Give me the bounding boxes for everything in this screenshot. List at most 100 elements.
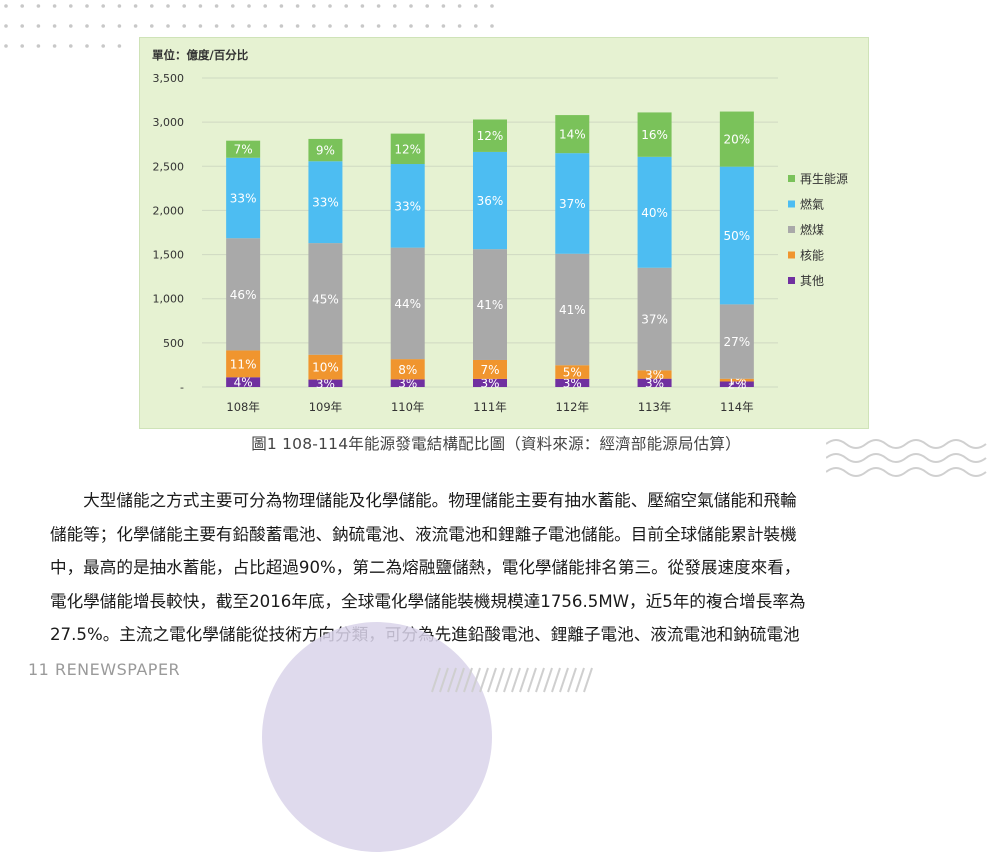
x-tick-label: 111年 — [473, 400, 506, 414]
decorative-dot — [263, 4, 268, 8]
decorative-dots — [4, 4, 494, 48]
legend-label: 燃氣 — [800, 197, 824, 212]
decorative-dot — [441, 24, 446, 28]
bar-segment — [390, 379, 425, 387]
decorative-dot — [85, 44, 89, 48]
decorative-dot — [231, 4, 235, 8]
decorative-dot — [150, 24, 154, 28]
decorative-dot — [101, 44, 105, 48]
bar-segment — [555, 365, 590, 379]
data-label: 8% — [398, 363, 417, 377]
decorative-dot — [279, 4, 284, 8]
data-label: 7% — [234, 143, 253, 157]
bar-segment — [473, 359, 507, 379]
decorative-dot — [425, 4, 430, 8]
x-tick-label: 113年 — [638, 400, 671, 414]
decorative-dot — [457, 4, 462, 8]
decorative-dot — [52, 24, 57, 28]
decorative-dot — [198, 4, 203, 8]
decorative-dot — [344, 24, 349, 28]
data-label: 3% — [480, 376, 499, 390]
bar-segment — [637, 267, 672, 371]
decorative-dot — [85, 24, 89, 28]
decorative-dot — [117, 24, 122, 28]
decorative-dot — [52, 44, 57, 48]
y-tick-label: 500 — [163, 337, 184, 350]
data-label: 33% — [230, 191, 257, 205]
bar-segment — [555, 115, 590, 154]
legend-swatch — [788, 200, 795, 208]
decorative-dot — [4, 4, 8, 8]
bar-segment — [226, 157, 261, 239]
bar-segment — [308, 161, 343, 244]
data-label: 12% — [477, 129, 504, 143]
data-label: 3% — [563, 376, 582, 390]
x-tick-label: 112年 — [556, 400, 589, 414]
decorative-dot — [166, 4, 170, 8]
bar-segment — [226, 238, 261, 351]
data-label: 20% — [724, 133, 751, 147]
data-label: 3% — [316, 377, 335, 391]
bar-segment — [308, 354, 343, 380]
data-label: 41% — [477, 298, 504, 312]
decorative-dot — [425, 24, 430, 28]
data-label: 12% — [394, 142, 421, 156]
decorative-dot — [376, 24, 381, 28]
decorative-dot — [101, 4, 105, 8]
page-footer: 11 RENEWSPAPER — [28, 660, 181, 679]
decorative-dot — [393, 4, 397, 8]
bar-segment — [390, 359, 425, 380]
decorative-circle — [262, 622, 492, 852]
figure-caption: 圖1 108-114年能源發電結構配比圖（資料來源：經濟部能源局估算） — [251, 435, 741, 453]
decorative-dot — [295, 24, 300, 28]
bar-segment — [719, 166, 754, 305]
y-tick-label: 2,500 — [153, 160, 185, 173]
decorative-dot — [117, 44, 122, 48]
decorative-dot — [20, 44, 25, 48]
chart-unit-label: 單位：億度/百分比 — [152, 48, 249, 62]
bar-segment — [390, 247, 425, 360]
body-line: 中，最高的是抽水蓄能，占比超過90%，第二為熔融鹽儲熱，電化學儲能排名第三。從發… — [50, 558, 801, 577]
data-label: 9% — [316, 144, 335, 158]
bar-segment — [308, 243, 343, 355]
data-label: 3% — [645, 368, 664, 382]
x-tick-label: 110年 — [391, 400, 424, 414]
bar-segment — [719, 111, 754, 167]
decorative-dot — [133, 24, 138, 28]
legend-label: 燃煤 — [800, 222, 824, 237]
decorative-dot — [133, 4, 138, 8]
data-label: 5% — [563, 366, 582, 380]
y-tick-label: 1,500 — [153, 249, 185, 262]
data-label: 10% — [312, 361, 339, 375]
decorative-dot — [182, 4, 186, 8]
decorative-dot — [457, 24, 462, 28]
decorative-dot — [376, 4, 381, 8]
y-tick-label: 3,500 — [153, 72, 185, 85]
decorative-dot — [117, 4, 122, 8]
energy-mix-chart: 單位：億度/百分比 - 500 1,000 1,500 2,000 2,500 3,000 3,… — [139, 37, 869, 429]
stacked-bar-chart: 單位：億度/百分比 - 500 1,000 1,500 2,000 2,500 3,000 3,… — [152, 48, 848, 414]
bar-segment — [390, 133, 425, 165]
legend-label: 核能 — [800, 249, 824, 263]
bar-segment — [226, 377, 261, 387]
decorative-dot — [279, 24, 284, 28]
bar-segment — [226, 350, 261, 378]
decorative-dot — [20, 24, 25, 28]
decorative-dot — [247, 4, 251, 8]
decorative-dot — [101, 24, 105, 28]
decorative-dot — [474, 24, 478, 28]
body-line: 27.5%。主流之電化學儲能從技術方向分類，可分為先進鉛酸電池、鋰離子電池、液流… — [50, 618, 950, 652]
decorative-dot — [360, 4, 365, 8]
decorative-wave-lines — [826, 439, 987, 477]
decorative-dot — [214, 4, 219, 8]
bar-segment — [473, 249, 507, 360]
data-label: 11% — [230, 357, 257, 371]
body-line: 大型儲能之方式主要可分為物理儲能及化學儲能。物理儲能主要有抽水蓄能、壓縮空氣儲能… — [50, 491, 797, 510]
body-line: 電化學儲能增長較快，截至2016年底，全球電化學儲能裝機規模達1756.5MW，… — [50, 591, 806, 611]
bar-segment — [473, 119, 507, 152]
y-tick-label: 2,000 — [153, 204, 185, 217]
bar-segment — [308, 138, 343, 162]
decorative-dot — [182, 24, 186, 28]
data-label: 3% — [645, 376, 664, 390]
decorative-dot — [69, 4, 73, 8]
